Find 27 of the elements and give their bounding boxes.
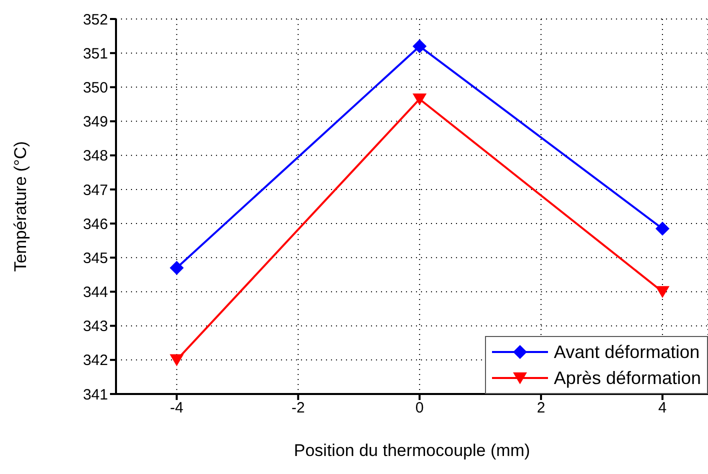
y-tick-label: 351 bbox=[82, 45, 108, 62]
x-tick-label: 2 bbox=[536, 400, 546, 417]
point bbox=[655, 286, 670, 298]
y-tick-label: 342 bbox=[82, 352, 108, 370]
point bbox=[412, 39, 427, 54]
x-tick-label: -4 bbox=[170, 400, 184, 417]
point bbox=[170, 354, 184, 366]
x-tick-label: 4 bbox=[658, 400, 667, 417]
y-axis-title: Température (°C) bbox=[11, 141, 30, 272]
legend-label: Avant déformation bbox=[554, 341, 700, 364]
y-tick-label: 349 bbox=[82, 114, 108, 131]
y-tick-label: 350 bbox=[82, 80, 108, 97]
x-tick-label: -2 bbox=[291, 400, 305, 417]
y-tick-label: 352 bbox=[82, 11, 108, 28]
point bbox=[412, 94, 427, 106]
y-tick-label: 344 bbox=[82, 284, 108, 302]
point bbox=[655, 222, 670, 236]
point bbox=[170, 260, 184, 275]
y-tick-label: 341 bbox=[82, 386, 108, 404]
y-tick-label: 343 bbox=[82, 318, 108, 336]
y-tick-label: 346 bbox=[82, 216, 108, 233]
x-axis-title: Position du thermocouple (mm) bbox=[294, 441, 530, 460]
legend-label: Après déformation bbox=[554, 367, 701, 390]
x-tick-label: 0 bbox=[415, 400, 424, 417]
y-tick-label: 348 bbox=[82, 148, 108, 165]
y-tick-label: 345 bbox=[82, 250, 108, 267]
y-tick-label: 347 bbox=[82, 182, 108, 199]
